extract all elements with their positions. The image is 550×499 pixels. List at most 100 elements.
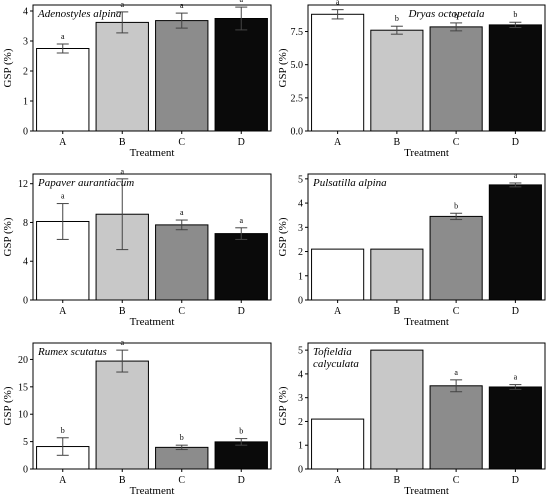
bar-D xyxy=(488,386,542,470)
y-tick-label: 7.5 xyxy=(291,27,304,38)
x-tick-label: D xyxy=(512,475,519,486)
y-axis-title: GSP (%) xyxy=(277,386,289,425)
y-tick-label: 1 xyxy=(298,271,303,282)
significance-label: b xyxy=(61,426,65,435)
x-tick-label: D xyxy=(512,137,519,148)
y-tick-label: 3 xyxy=(23,37,28,48)
y-tick-label: 5 xyxy=(23,437,28,448)
significance-label: b xyxy=(513,10,517,19)
panel-5: 0 5 10 15 20 GSP (%) b Aa Bb Cb D Treatment Rumex sc… xyxy=(2,338,272,497)
x-tick-label: C xyxy=(453,306,460,317)
bar-D xyxy=(488,24,542,132)
y-tick-label: 4 xyxy=(23,257,28,268)
significance-label: a xyxy=(454,368,458,377)
plot-frame xyxy=(307,4,546,132)
panel-1: 0 1 2 3 4 GSP (%) a Aa Ba Ca D Treatment Adenostyles… xyxy=(2,0,272,159)
x-tick-label: D xyxy=(512,306,519,317)
significance-label: a xyxy=(239,0,243,4)
y-axis-title: GSP (%) xyxy=(2,217,14,256)
bar-B xyxy=(370,29,424,132)
significance-label: a xyxy=(180,208,184,217)
y-tick-label: 5 xyxy=(298,174,303,185)
x-tick-label: C xyxy=(453,475,460,486)
bar-B xyxy=(95,21,149,132)
bar-B xyxy=(370,349,424,470)
y-axis-title: GSP (%) xyxy=(2,386,14,425)
x-tick-label: A xyxy=(334,475,342,486)
panel-title: Papaver aurantiacum xyxy=(37,177,134,189)
y-tick-label: 10 xyxy=(18,410,28,421)
x-axis-title: Treatment xyxy=(130,316,175,328)
x-axis-title: Treatment xyxy=(404,147,449,159)
x-tick-label: A xyxy=(334,137,342,148)
bar-C xyxy=(155,446,209,470)
y-tick-label: 4 xyxy=(23,7,28,18)
panel-title: Tofieldia calyculata xyxy=(313,346,359,370)
y-tick-label: 1 xyxy=(23,97,28,108)
y-axis-title: GSP (%) xyxy=(277,217,289,256)
y-tick-label: 3 xyxy=(298,393,303,404)
plot-frame xyxy=(32,173,272,301)
bar-C xyxy=(429,26,483,132)
y-tick-label: 2.5 xyxy=(291,93,304,104)
plot-frame xyxy=(32,4,272,132)
significance-label: a xyxy=(61,32,65,41)
y-tick-label: 3 xyxy=(298,223,303,234)
y-tick-label: 0.0 xyxy=(291,127,304,138)
y-tick-label: 2 xyxy=(298,247,303,258)
panel-6: 0 1 2 3 4 5 GSP (%) A Ba Ca D Treatment Tofieldia cal… xyxy=(277,342,546,497)
y-tick-label: 2 xyxy=(298,417,303,428)
y-tick-label: 0 xyxy=(23,465,28,476)
x-tick-label: B xyxy=(119,475,126,486)
panel-4: 0 1 2 3 4 5 GSP (%) A Bb Ca D Treatment Pulsatilla a… xyxy=(277,171,546,328)
y-tick-label: 4 xyxy=(298,199,303,210)
x-tick-label: D xyxy=(238,306,245,317)
bar-A xyxy=(311,418,365,470)
significance-label: a xyxy=(120,338,124,347)
panel-3: 0 4 8 12 GSP (%) a Aa Ba Ca D Treatment Papaver aur… xyxy=(2,167,272,328)
y-tick-label: 5.0 xyxy=(291,60,304,71)
x-tick-label: B xyxy=(394,137,401,148)
bar-A xyxy=(311,248,365,301)
y-tick-label: 8 xyxy=(23,218,28,229)
significance-label: a xyxy=(120,167,124,176)
bar-D xyxy=(214,233,268,301)
significance-label: b xyxy=(395,14,399,23)
bar-C xyxy=(429,385,483,470)
y-tick-label: 12 xyxy=(18,179,28,190)
x-axis-title: Treatment xyxy=(130,485,175,497)
significance-label: a xyxy=(239,216,243,225)
panel-title: Rumex scutatus xyxy=(37,346,107,358)
y-tick-label: 0 xyxy=(23,127,28,138)
bar-A xyxy=(36,48,90,132)
x-tick-label: C xyxy=(453,137,460,148)
x-tick-label: A xyxy=(59,137,67,148)
y-tick-label: 0 xyxy=(23,296,28,307)
plot-frame xyxy=(32,342,272,470)
significance-label: b xyxy=(180,433,184,442)
x-axis-title: Treatment xyxy=(404,316,449,328)
bar-C xyxy=(155,224,209,301)
y-tick-label: 2 xyxy=(23,67,28,78)
x-tick-label: A xyxy=(334,306,342,317)
significance-label: b xyxy=(454,11,458,20)
significance-label: a xyxy=(336,0,340,7)
x-tick-label: C xyxy=(178,137,185,148)
y-tick-label: 1 xyxy=(298,441,303,452)
plot-frame xyxy=(307,342,546,470)
y-axis-title: GSP (%) xyxy=(2,48,14,87)
significance-label: b xyxy=(454,201,458,210)
panel-title: Pulsatilla alpina xyxy=(312,177,387,189)
x-tick-label: B xyxy=(394,475,401,486)
significance-label: a xyxy=(180,1,184,10)
significance-label: a xyxy=(514,171,518,180)
panel-title: Adenostyles alpina xyxy=(37,8,122,20)
y-tick-label: 5 xyxy=(298,346,303,357)
y-tick-label: 4 xyxy=(298,369,303,380)
plot-frame xyxy=(307,173,546,301)
panel-title: Dryas octopetala xyxy=(407,8,485,20)
y-tick-label: 15 xyxy=(18,382,28,393)
x-tick-label: B xyxy=(394,306,401,317)
